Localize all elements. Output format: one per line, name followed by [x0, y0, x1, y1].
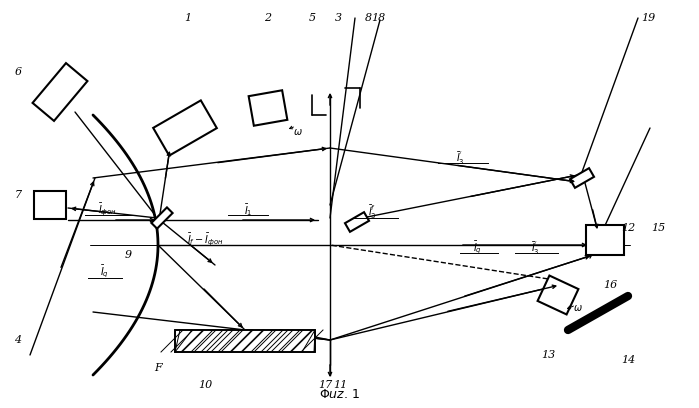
Bar	[33, 63, 87, 121]
Text: 19: 19	[641, 13, 655, 23]
Text: 1: 1	[185, 13, 192, 23]
Bar	[249, 90, 287, 126]
Text: $\bar{I}_{1}$: $\bar{I}_{1}$	[244, 202, 252, 218]
Text: 17: 17	[318, 380, 332, 390]
Text: $\omega$: $\omega$	[573, 303, 583, 313]
Text: 15: 15	[651, 223, 665, 233]
Bar	[34, 191, 66, 219]
Text: $\bar{I}_{f}-\bar{I}_{фон}$: $\bar{I}_{f}-\bar{I}_{фон}$	[187, 232, 224, 248]
Text: 4: 4	[15, 335, 22, 345]
Bar	[345, 212, 369, 232]
Text: 6: 6	[15, 67, 22, 77]
Text: $\bar{I}_{3}^{'}$: $\bar{I}_{3}^{'}$	[456, 149, 464, 166]
Text: 9: 9	[124, 250, 131, 260]
Text: $\omega$: $\omega$	[293, 127, 303, 137]
Text: $\bar{I}_{3}^{f}$: $\bar{I}_{3}^{f}$	[368, 204, 376, 220]
Text: $\bar{I}_{q}$: $\bar{I}_{q}$	[473, 240, 482, 256]
Bar	[152, 207, 173, 228]
Bar	[175, 330, 315, 352]
Text: 7: 7	[15, 190, 22, 200]
Text: 16: 16	[603, 280, 617, 290]
Text: $\Phi u\mathit{z}.\,1$: $\Phi u\mathit{z}.\,1$	[319, 388, 361, 401]
Text: $\bar{I}_{фон}$: $\bar{I}_{фон}$	[99, 202, 117, 218]
Text: 2: 2	[264, 13, 272, 23]
Text: 11: 11	[333, 380, 347, 390]
Bar	[538, 275, 578, 315]
Text: 13: 13	[541, 350, 555, 360]
Text: 5: 5	[308, 13, 315, 23]
Bar	[570, 168, 594, 188]
Text: F: F	[154, 363, 162, 373]
Text: 12: 12	[621, 223, 635, 233]
Text: 8: 8	[364, 13, 372, 23]
Text: 10: 10	[198, 380, 212, 390]
Text: 18: 18	[371, 13, 385, 23]
Bar	[153, 100, 217, 155]
Bar	[586, 225, 624, 255]
Bar	[175, 330, 315, 352]
Text: 14: 14	[621, 355, 635, 365]
Text: 3: 3	[334, 13, 342, 23]
Text: $\bar{I}_{3}^{'}$: $\bar{I}_{3}^{'}$	[531, 239, 540, 257]
Text: $\bar{I}_{q}$: $\bar{I}_{q}$	[101, 264, 110, 280]
